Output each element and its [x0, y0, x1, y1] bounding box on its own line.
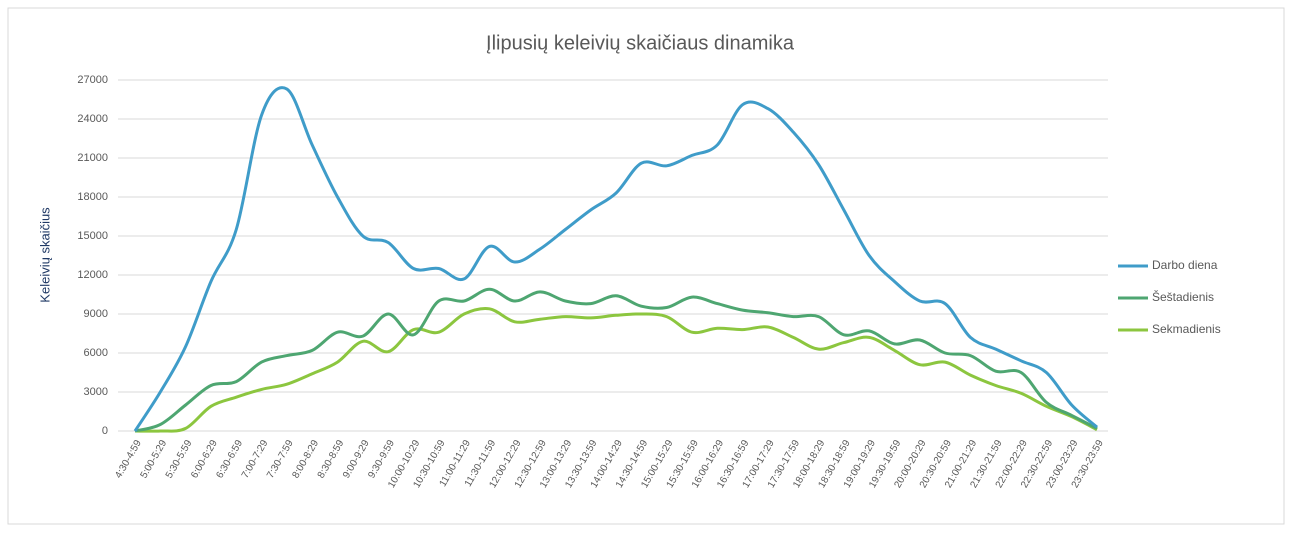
y-tick-label: 18000: [77, 191, 108, 203]
chart-title: Įlipusių keleivių skaičiaus dinamika: [486, 32, 795, 54]
y-tick-label: 27000: [77, 74, 108, 86]
series-line: [133, 86, 1098, 432]
y-tick-label: 12000: [77, 269, 108, 281]
y-tick-label: 21000: [77, 152, 108, 164]
y-tick-label: 9000: [84, 308, 108, 320]
legend-label: Sekmadienis: [1152, 322, 1221, 336]
y-tick-label: 0: [102, 425, 108, 437]
y-tick-label: 3000: [84, 386, 108, 398]
y-tick-label: 15000: [77, 230, 108, 242]
legend-label: Darbo diena: [1152, 258, 1218, 272]
y-tick-label: 6000: [84, 347, 108, 359]
y-axis-label: Keleivių skaičius: [37, 207, 52, 303]
series-line: [134, 306, 1098, 433]
legend-label: Šeštadienis: [1152, 289, 1214, 304]
series-line: [134, 287, 1098, 433]
y-tick-label: 24000: [77, 113, 108, 125]
